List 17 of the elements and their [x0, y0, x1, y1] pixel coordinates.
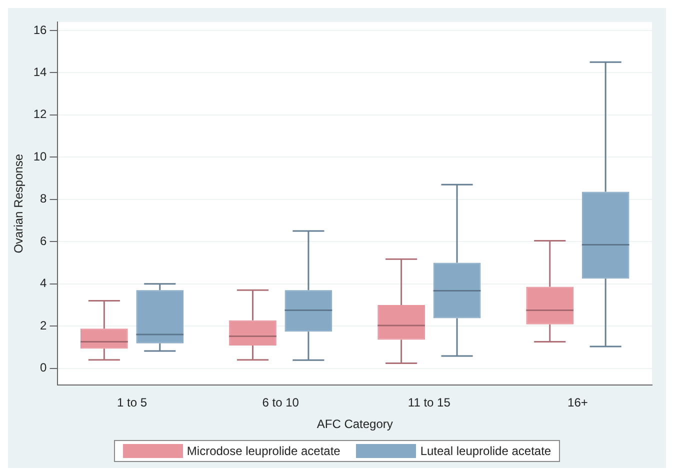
x-tick-label: 1 to 5 [117, 396, 148, 410]
y-tick-label: 2 [40, 318, 48, 332]
x-tick-label: 6 to 10 [262, 396, 300, 410]
y-tick-label: 14 [33, 64, 48, 79]
legend-label: Microdose leuprolide acetate [186, 444, 340, 458]
y-tick-label: 6 [40, 234, 48, 248]
x-tick-label: 16+ [568, 396, 588, 410]
y-axis-title: Ovarian Response [12, 154, 26, 254]
x-tick-label: 11 to 15 [408, 396, 451, 410]
x-axis-title: AFC Category [316, 417, 393, 432]
legend-label: Luteal leuprolide acetate [420, 444, 552, 458]
y-tick-label: 4 [40, 276, 48, 290]
y-tick-label: 10 [33, 149, 48, 164]
y-tick-label: 16 [33, 22, 48, 37]
y-tick-label: 8 [40, 192, 48, 206]
y-tick-label: 12 [33, 107, 48, 122]
y-tick-label: 0 [40, 360, 48, 375]
